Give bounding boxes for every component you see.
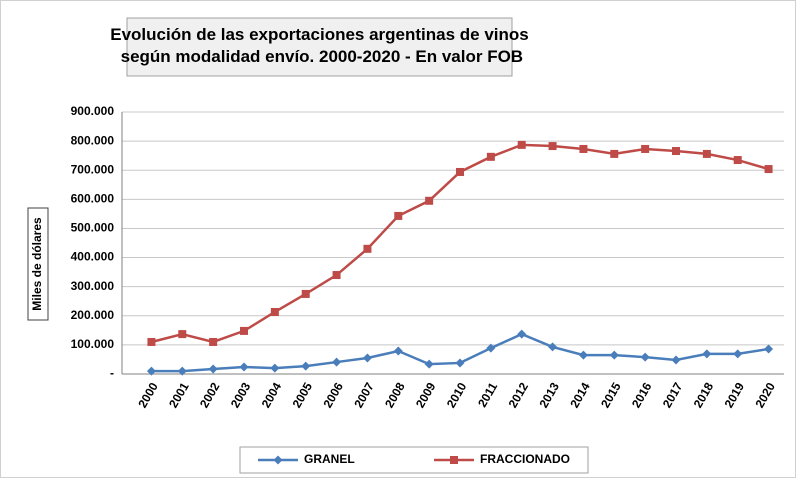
marker — [209, 337, 218, 346]
marker — [177, 366, 187, 376]
marker — [671, 355, 681, 365]
chart-title: Evolución de las exportaciones argentina… — [110, 25, 529, 66]
marker — [517, 329, 527, 339]
y-tick-label: 900.000 — [71, 104, 115, 118]
marker — [239, 362, 249, 372]
marker — [764, 344, 774, 354]
marker — [486, 152, 495, 161]
marker — [456, 167, 464, 176]
marker — [455, 358, 465, 368]
marker — [146, 366, 156, 376]
marker — [640, 352, 650, 362]
marker — [578, 350, 588, 360]
marker — [362, 353, 372, 363]
y-axis-label: Miles de dólares — [30, 217, 44, 311]
y-tick-label: 100.000 — [71, 337, 115, 351]
marker — [332, 357, 342, 367]
legend-label: GRANEL — [304, 452, 355, 466]
title-box — [126, 17, 513, 77]
y-tick-label: 400.000 — [71, 250, 115, 264]
marker — [672, 147, 680, 156]
marker — [393, 346, 403, 356]
y-label-box — [27, 207, 49, 321]
y-tick-label: 300.000 — [71, 279, 115, 293]
marker — [424, 359, 434, 369]
marker — [425, 196, 434, 205]
marker — [178, 330, 187, 339]
y-tick-label: 200.000 — [71, 308, 115, 322]
marker — [548, 142, 557, 151]
marker — [702, 149, 711, 158]
y-tick-label: 600.000 — [71, 192, 115, 206]
legend-label: FRACCIONADO — [480, 452, 570, 466]
marker — [610, 149, 619, 158]
marker — [609, 350, 619, 360]
marker — [641, 144, 650, 153]
marker — [208, 364, 218, 374]
marker — [517, 140, 526, 149]
y-tick-label: 700.000 — [71, 162, 115, 176]
marker — [270, 363, 280, 373]
marker — [240, 326, 248, 335]
marker — [332, 271, 341, 280]
marker — [270, 307, 279, 316]
y-tick-label: 800.000 — [71, 133, 115, 147]
marker — [702, 349, 712, 359]
marker — [301, 361, 311, 371]
marker — [548, 342, 558, 352]
marker — [301, 289, 310, 298]
y-tick-label: - — [110, 366, 114, 380]
marker — [764, 165, 773, 174]
y-tick-label: 500.000 — [71, 221, 115, 235]
marker — [394, 211, 403, 220]
legend-marker — [273, 455, 283, 465]
marker — [733, 349, 743, 359]
marker — [733, 156, 742, 165]
title-line: según modalidad envío. 2000-2020 - En va… — [116, 47, 523, 66]
legend-marker — [450, 456, 458, 464]
marker — [147, 337, 156, 346]
marker — [486, 343, 496, 353]
marker — [579, 144, 588, 153]
marker — [363, 244, 372, 253]
title-line: Evolución de las exportaciones argentina… — [110, 25, 529, 44]
